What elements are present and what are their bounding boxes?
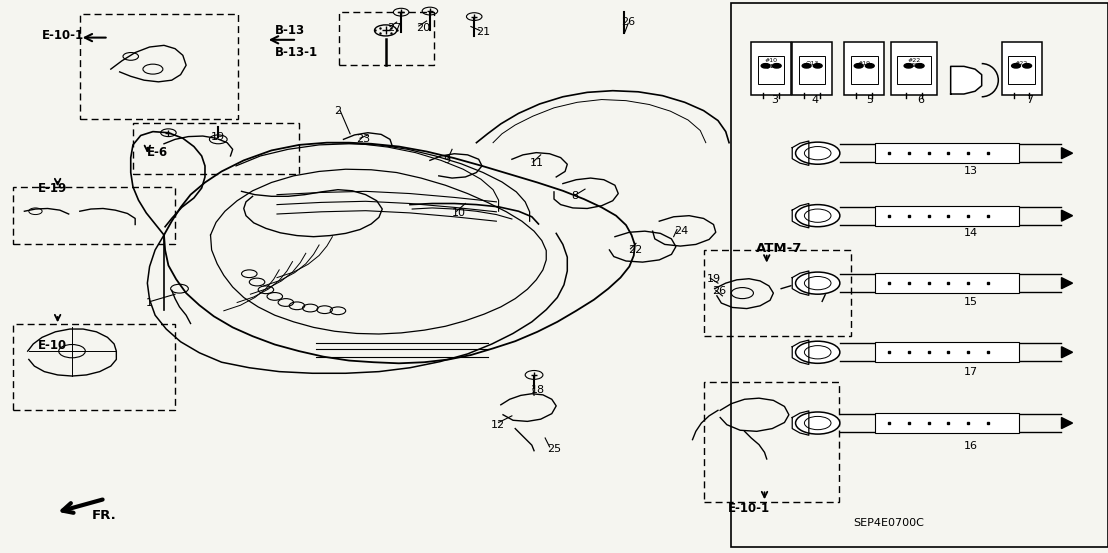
Circle shape bbox=[796, 142, 840, 164]
Polygon shape bbox=[792, 204, 809, 228]
Text: ○13: ○13 bbox=[806, 60, 819, 66]
FancyBboxPatch shape bbox=[875, 206, 1019, 226]
Circle shape bbox=[865, 64, 874, 68]
Text: #22: #22 bbox=[1015, 60, 1028, 66]
Text: 2: 2 bbox=[335, 106, 341, 116]
Polygon shape bbox=[951, 66, 982, 94]
Polygon shape bbox=[792, 411, 809, 435]
Polygon shape bbox=[1061, 148, 1073, 159]
Polygon shape bbox=[792, 271, 809, 295]
Circle shape bbox=[796, 341, 840, 363]
Circle shape bbox=[915, 64, 924, 68]
Text: 15: 15 bbox=[964, 298, 978, 307]
Text: #19: #19 bbox=[858, 60, 871, 66]
Text: 10: 10 bbox=[452, 208, 466, 218]
Text: 22: 22 bbox=[628, 245, 643, 255]
Text: 26: 26 bbox=[712, 286, 727, 296]
Text: SEP4E0700C: SEP4E0700C bbox=[853, 518, 924, 528]
Text: 24: 24 bbox=[674, 226, 688, 236]
FancyBboxPatch shape bbox=[875, 143, 1019, 163]
Text: E-19: E-19 bbox=[38, 181, 66, 195]
Text: 6: 6 bbox=[917, 95, 924, 105]
FancyBboxPatch shape bbox=[799, 56, 825, 84]
Circle shape bbox=[1023, 64, 1032, 68]
Text: E-6: E-6 bbox=[147, 145, 168, 159]
Text: 14: 14 bbox=[964, 228, 978, 238]
Circle shape bbox=[854, 64, 863, 68]
Text: 8: 8 bbox=[572, 191, 578, 201]
Text: 7: 7 bbox=[1026, 95, 1033, 105]
Circle shape bbox=[813, 64, 822, 68]
Text: #10
●13: #10 ●13 bbox=[765, 58, 778, 69]
Text: 27: 27 bbox=[387, 23, 401, 33]
Text: 9: 9 bbox=[443, 155, 450, 165]
Text: 5: 5 bbox=[866, 95, 873, 105]
Polygon shape bbox=[1061, 210, 1073, 221]
Text: 11: 11 bbox=[530, 158, 544, 168]
FancyBboxPatch shape bbox=[1008, 56, 1035, 84]
Polygon shape bbox=[792, 340, 809, 364]
FancyBboxPatch shape bbox=[844, 42, 884, 95]
Polygon shape bbox=[792, 141, 809, 165]
Text: 16: 16 bbox=[964, 441, 978, 451]
Polygon shape bbox=[1061, 278, 1073, 289]
FancyBboxPatch shape bbox=[875, 342, 1019, 362]
Text: #22
02: #22 02 bbox=[907, 58, 921, 69]
Circle shape bbox=[796, 205, 840, 227]
FancyBboxPatch shape bbox=[751, 42, 791, 95]
Text: B-13-1: B-13-1 bbox=[275, 46, 318, 59]
Text: 13: 13 bbox=[964, 166, 978, 176]
Text: 20: 20 bbox=[417, 23, 431, 33]
Text: 19: 19 bbox=[211, 132, 225, 142]
Circle shape bbox=[802, 64, 811, 68]
Text: 26: 26 bbox=[622, 17, 636, 27]
Circle shape bbox=[796, 272, 840, 294]
Circle shape bbox=[761, 64, 770, 68]
Circle shape bbox=[904, 64, 913, 68]
Text: ATM-7: ATM-7 bbox=[756, 242, 802, 255]
Text: 18: 18 bbox=[531, 385, 545, 395]
FancyBboxPatch shape bbox=[875, 413, 1019, 433]
Text: 17: 17 bbox=[964, 367, 978, 377]
Text: E-10: E-10 bbox=[38, 339, 66, 352]
Text: E-10-1: E-10-1 bbox=[728, 502, 770, 515]
Text: 19: 19 bbox=[707, 274, 721, 284]
Text: 21: 21 bbox=[476, 27, 491, 36]
Circle shape bbox=[772, 64, 781, 68]
Text: 25: 25 bbox=[547, 444, 562, 454]
FancyBboxPatch shape bbox=[875, 273, 1019, 293]
Text: FR.: FR. bbox=[92, 509, 116, 522]
FancyBboxPatch shape bbox=[891, 42, 937, 95]
FancyBboxPatch shape bbox=[792, 42, 832, 95]
Text: 3: 3 bbox=[771, 95, 778, 105]
Text: 12: 12 bbox=[491, 420, 505, 430]
FancyBboxPatch shape bbox=[758, 56, 784, 84]
Polygon shape bbox=[1061, 347, 1073, 358]
FancyBboxPatch shape bbox=[851, 56, 878, 84]
Circle shape bbox=[796, 412, 840, 434]
Text: 23: 23 bbox=[356, 134, 370, 144]
Text: E-10-1: E-10-1 bbox=[42, 29, 84, 43]
FancyBboxPatch shape bbox=[897, 56, 931, 84]
Text: B-13: B-13 bbox=[275, 24, 305, 37]
Text: 4: 4 bbox=[811, 95, 818, 105]
Polygon shape bbox=[1061, 418, 1073, 429]
Circle shape bbox=[1012, 64, 1020, 68]
FancyBboxPatch shape bbox=[1002, 42, 1042, 95]
Text: 1: 1 bbox=[146, 298, 153, 308]
